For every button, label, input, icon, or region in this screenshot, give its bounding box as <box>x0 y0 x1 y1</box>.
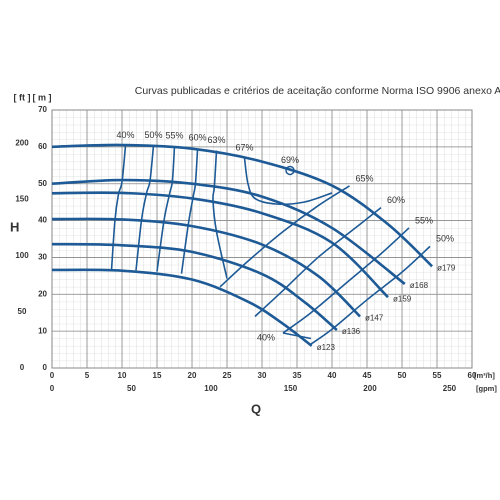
x-unit: [m³/h] <box>474 371 495 380</box>
curve-label: ø179 <box>437 263 456 272</box>
efficiency-label: 40% <box>116 130 134 140</box>
efficiency-line <box>282 227 410 334</box>
efficiency-label: 50% <box>436 234 454 244</box>
x-tick-label: 45 <box>363 371 372 380</box>
curve-label: ø159 <box>393 294 412 303</box>
efficiency-line <box>310 245 431 345</box>
curve-label: ø123 <box>317 343 336 352</box>
pump-curve <box>51 268 313 347</box>
pump-curve <box>51 178 406 285</box>
x2-tick-label: 0 <box>50 384 55 393</box>
x-tick-label: 15 <box>153 371 162 380</box>
pump-curve <box>51 217 361 318</box>
efficiency-label: 67% <box>235 142 253 152</box>
y-tick-label: 70 <box>38 105 47 114</box>
y-axis-label: H <box>10 219 19 234</box>
efficiency-label: 65% <box>356 173 374 183</box>
efficiency-label: 69% <box>281 155 299 165</box>
curve-label: ø136 <box>342 327 361 336</box>
y2-tick-label: 150 <box>15 195 29 204</box>
x-tick-label: 60 <box>468 371 477 380</box>
efficiency-label: 55% <box>415 215 433 225</box>
y2-tick-label: 100 <box>15 251 29 260</box>
x2-tick-label: 150 <box>284 384 298 393</box>
x2-unit: [gpm] <box>476 384 497 393</box>
pump-curve <box>51 242 338 332</box>
x-axis-label: Q <box>251 401 261 416</box>
efficiency-label: 40% <box>257 332 275 342</box>
efficiency-line <box>156 146 176 272</box>
efficiency-label: 60% <box>387 195 405 205</box>
efficiency-label: 63% <box>207 135 225 145</box>
x-tick-label: 0 <box>50 371 55 380</box>
x2-tick-label: 50 <box>127 384 136 393</box>
y-tick-label: 50 <box>38 179 47 188</box>
x-tick-label: 5 <box>85 371 90 380</box>
y2-unit: [ ft ] <box>14 92 31 102</box>
x-tick-label: 35 <box>293 371 302 380</box>
x2-tick-label: 250 <box>443 384 457 393</box>
efficiency-label: 60% <box>189 133 207 143</box>
efficiency-label: 50% <box>144 130 162 140</box>
y2-tick-label: 50 <box>18 307 27 316</box>
x-tick-label: 50 <box>398 371 407 380</box>
efficiency-line <box>219 185 350 288</box>
x-tick-label: 30 <box>258 371 267 380</box>
y-tick-label: 20 <box>38 289 47 298</box>
x-tick-label: 25 <box>223 371 232 380</box>
x-tick-label: 20 <box>188 371 197 380</box>
y-tick-label: 40 <box>38 216 47 225</box>
x-tick-label: 40 <box>328 371 337 380</box>
efficiency-line <box>212 150 228 279</box>
efficiency-line <box>254 207 382 317</box>
y-tick-label: 60 <box>38 142 47 151</box>
x-tick-label: 10 <box>118 371 127 380</box>
efficiency-line <box>243 157 333 206</box>
y-tick-label: 10 <box>38 326 47 335</box>
pump-curve <box>51 191 389 299</box>
curve-label: ø147 <box>365 314 384 323</box>
y2-tick-label: 200 <box>15 138 29 147</box>
efficiency-line <box>180 148 199 274</box>
y-tick-label: 0 <box>43 363 48 372</box>
curve-label: ø168 <box>410 281 429 290</box>
x2-tick-label: 200 <box>363 384 377 393</box>
chart-title: Curvas publicadas e critérios de aceitaç… <box>135 85 500 97</box>
pump-curve <box>51 143 433 268</box>
y2-tick-label: 0 <box>20 363 25 372</box>
x-tick-label: 55 <box>433 371 442 380</box>
y-tick-label: 30 <box>38 253 47 262</box>
efficiency-label: 55% <box>165 130 183 140</box>
x2-tick-label: 100 <box>204 384 218 393</box>
y-unit: [ m ] <box>33 92 52 102</box>
